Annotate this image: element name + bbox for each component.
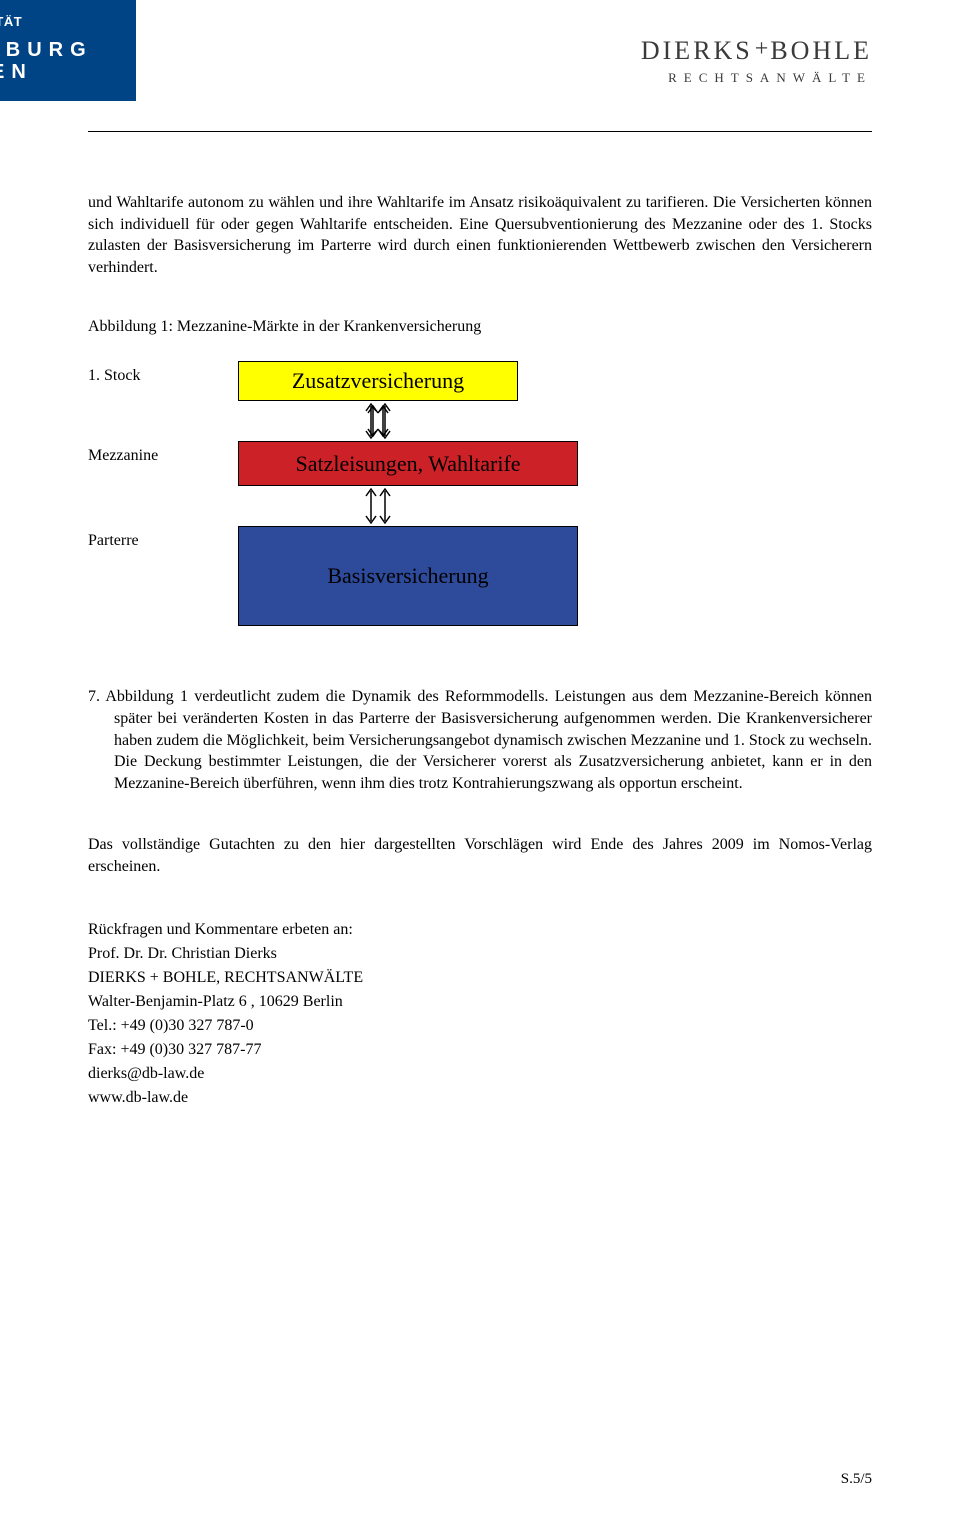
contact-line1: Rückfragen und Kommentare erbeten an: (88, 918, 872, 942)
contact-line6: Fax: +49 (0)30 327 787-77 (88, 1038, 872, 1062)
contact-line7: dierks@db-law.de (88, 1062, 872, 1086)
contact-block: Rückfragen und Kommentare erbeten an: Pr… (88, 918, 872, 1110)
divider (88, 131, 872, 132)
paragraph-intro: und Wahltarife autonom zu wählen und ihr… (88, 192, 872, 278)
contact-line4: Walter-Benjamin-Platz 6 , 10629 Berlin (88, 990, 872, 1014)
paragraph-7: 7. Abbildung 1 verdeutlicht zudem die Dy… (88, 686, 872, 794)
figure-caption: Abbildung 1: Mezzanine-Märkte in der Kra… (88, 318, 872, 336)
row1-label: 1. Stock (88, 361, 238, 385)
paragraph-publication: Das vollständige Gutachten zu den hier d… (88, 834, 872, 877)
row3-label: Parterre (88, 526, 238, 550)
mezzanine-diagram: 1. Stock Zusatzversicherung Mezzanine Sa… (88, 361, 872, 626)
row2-label: Mezzanine (88, 441, 238, 465)
page-number: S.5/5 (841, 1471, 872, 1488)
uni-line3: ESSEN (0, 61, 96, 83)
db-name2: BOHLE (770, 36, 872, 65)
contact-line3: DIERKS + BOHLE, RECHTSANWÄLTE (88, 966, 872, 990)
connector-2 (363, 486, 393, 526)
uni-line1: UNIVERSITÄT (0, 14, 96, 29)
plus-icon: + (755, 36, 769, 62)
contact-line2: Prof. Dr. Dr. Christian Dierks (88, 942, 872, 966)
contact-line8: www.db-law.de (88, 1086, 872, 1110)
uni-line2: DUISBURG (0, 39, 96, 61)
contact-line5: Tel.: +49 (0)30 327 787-0 (88, 1014, 872, 1038)
lawfirm-name: DIERKS+BOHLE (641, 36, 872, 66)
box-basis: Basisversicherung (238, 526, 578, 626)
box-zusatz: Zusatzversicherung (238, 361, 518, 401)
connector-1 (363, 401, 393, 441)
box-satzleistungen: Satzleisungen, Wahltarife (238, 441, 578, 486)
lawfirm-subtitle: RECHTSANWÄLTE (641, 70, 872, 86)
lawfirm-logo: DIERKS+BOHLE RECHTSANWÄLTE (641, 18, 872, 86)
university-logo: UNIVERSITÄT DUISBURG ESSEN (0, 0, 136, 101)
db-name1: DIERKS (641, 36, 753, 65)
